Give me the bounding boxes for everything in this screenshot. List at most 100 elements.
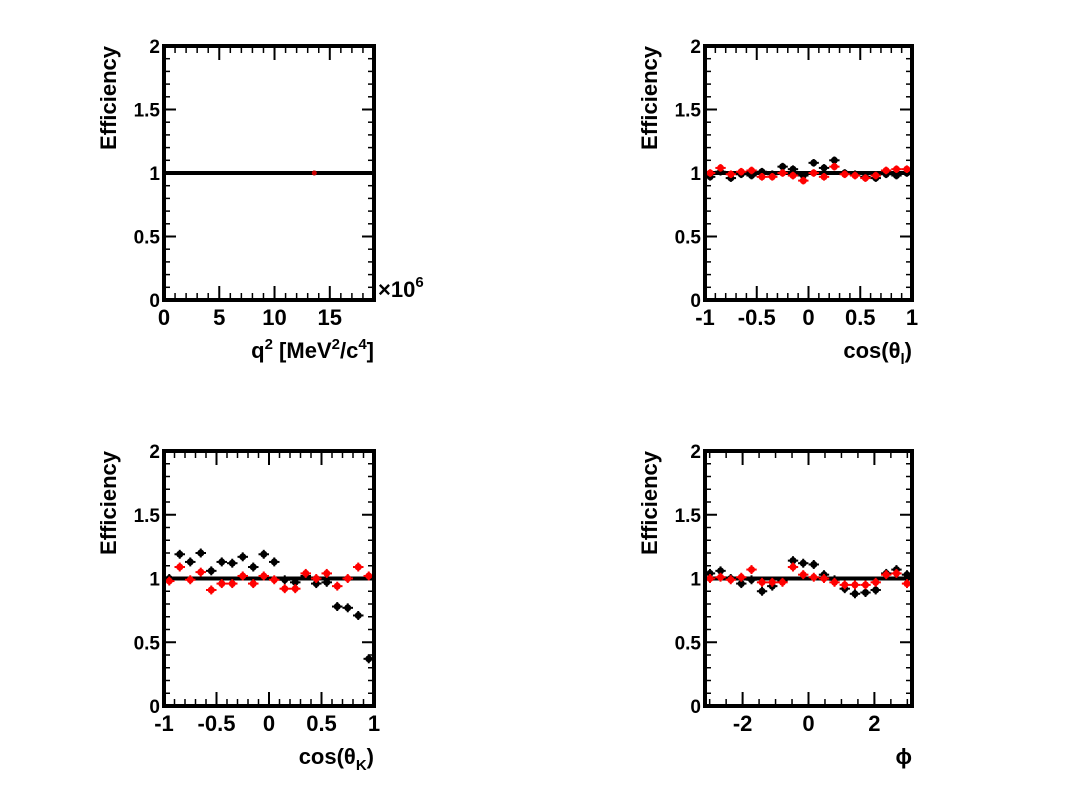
data-point (758, 587, 766, 595)
data-point (197, 549, 205, 557)
x-axis-label: q2 [MeV2/c4] (251, 336, 374, 363)
x-axis-label-base: ϕ (896, 744, 913, 769)
data-point (354, 563, 362, 571)
data-point (706, 169, 714, 177)
data-point (799, 559, 807, 567)
x-tick-label: -0.5 (738, 305, 776, 330)
data-point (239, 572, 247, 580)
data-series-red (704, 562, 913, 590)
data-point (892, 569, 900, 577)
data-point (799, 177, 807, 185)
x-axis-label-part: ) (905, 338, 912, 363)
data-point (748, 576, 756, 584)
plot-panel-3: -1 -0.5 0 0.5 1 0 0.5 1 1.5 2 Efficiency cos(θK) (96, 442, 380, 774)
data-point (861, 174, 869, 182)
data-point (882, 571, 890, 579)
data-point (228, 580, 236, 588)
data-point (249, 563, 257, 571)
data-series-red (311, 170, 317, 176)
data-point (748, 566, 756, 574)
y-tick-label: 2 (690, 37, 701, 58)
x-tick-label: -0.5 (198, 711, 236, 736)
data-point (903, 165, 911, 173)
x-tick-label: -1 (154, 711, 174, 736)
data-point (789, 165, 797, 173)
y-tick-label: 1 (690, 570, 701, 591)
data-point (270, 558, 278, 566)
data-point (312, 580, 320, 588)
x-tick-label: -1 (695, 305, 715, 330)
x-axis-multiplier-base: ×10 (378, 277, 415, 302)
data-point (872, 578, 880, 586)
x-axis-label-sub: K (356, 757, 367, 774)
x-axis-multiplier: ×106 (378, 274, 424, 302)
data-point (779, 169, 787, 177)
data-point (281, 585, 289, 593)
y-tick-label: 1.5 (134, 101, 161, 122)
x-tick-label: 0.5 (845, 305, 876, 330)
data-point (365, 655, 373, 663)
data-point (207, 586, 215, 594)
data-point (789, 563, 797, 571)
x-tick-label: 2 (868, 711, 880, 736)
x-tick-label: 0 (158, 305, 170, 330)
data-point (333, 582, 341, 590)
y-tick-label: 0.5 (675, 228, 702, 249)
data-point (737, 580, 745, 588)
data-point (717, 567, 725, 575)
data-point (831, 578, 839, 586)
data-point (727, 576, 735, 584)
x-tick-label: -2 (733, 711, 753, 736)
data-point (830, 163, 838, 171)
data-point (333, 603, 341, 611)
data-point (768, 173, 776, 181)
data-point (851, 172, 859, 180)
data-point (768, 578, 776, 586)
y-tick-label: 1 (690, 164, 701, 185)
data-point (717, 573, 725, 581)
data-point (365, 572, 373, 580)
plot-panel-4: -2 0 2 0 0.5 1 1.5 2 Efficiency ϕ (637, 442, 914, 769)
y-tick-label: 0.5 (134, 633, 161, 654)
data-point (748, 166, 756, 174)
data-point (841, 170, 849, 178)
data-point (778, 578, 786, 586)
data-point (892, 172, 900, 180)
data-point (872, 586, 880, 594)
x-axis-label-base: cos(θ (299, 744, 356, 769)
data-point (260, 572, 268, 580)
data-point (165, 577, 173, 585)
plot-frame (703, 449, 914, 708)
data-point (311, 170, 317, 176)
data-point (207, 567, 215, 575)
data-point (882, 166, 890, 174)
x-axis-label-part: /c (340, 338, 358, 363)
data-point (779, 163, 787, 171)
x-axis-label-sub: l (901, 351, 905, 368)
data-point (197, 568, 205, 576)
x-axis-label-base: cos(θ (843, 338, 900, 363)
data-point (851, 581, 859, 589)
data-point (186, 558, 194, 566)
data-point (218, 580, 226, 588)
data-point (810, 169, 818, 177)
data-point (354, 611, 362, 619)
y-tick-label: 0 (690, 697, 701, 718)
x-tick-label: 0.5 (306, 711, 337, 736)
x-tick-label: 15 (318, 305, 342, 330)
data-point (820, 173, 828, 181)
data-point (260, 550, 268, 558)
data-point (758, 578, 766, 586)
data-point (810, 560, 818, 568)
data-point (717, 164, 725, 172)
data-point (758, 168, 766, 176)
data-point (758, 173, 766, 181)
data-point (830, 156, 838, 164)
y-tick-label: 2 (690, 442, 701, 463)
data-point (861, 589, 869, 597)
y-tick-label: 1 (149, 570, 160, 591)
x-tick-label: 1 (906, 305, 918, 330)
x-tick-label: 10 (262, 305, 286, 330)
